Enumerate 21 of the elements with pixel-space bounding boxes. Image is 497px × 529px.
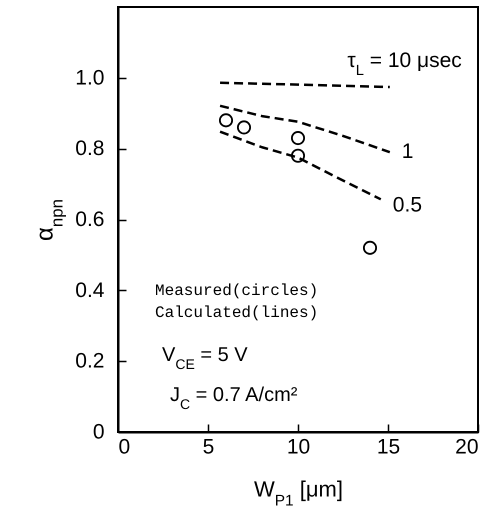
annotation: V$_{CE}$ = 5 V: [162, 344, 248, 372]
y-tick-label: 0.8: [75, 137, 104, 160]
y-tick-label: 0: [92, 420, 104, 444]
x-tick-label: 0: [118, 436, 130, 458]
y-tick-label: 0.4: [75, 278, 105, 302]
line-series: [218, 130, 382, 201]
series-label: τ$_{L}$ = 10 μsec: [347, 49, 462, 80]
annotation: J$_{C}$ = 0.7 A/cm²: [170, 384, 298, 412]
y-tick-label: 1.0: [75, 66, 104, 90]
annotation: Measured(circles): [155, 282, 318, 300]
y-tick-label: 0.6: [75, 208, 104, 231]
line-series: [218, 104, 392, 154]
series-label: 1: [402, 140, 414, 164]
x-tick-label: 20: [455, 436, 478, 458]
series-label: 0.5: [392, 193, 422, 216]
y-tick-label: 0.2: [75, 350, 104, 373]
annotation: Calculated(lines): [155, 304, 318, 322]
x-tick-label: 15: [376, 436, 400, 458]
x-tick-label: 10: [286, 436, 310, 458]
x-tick-label: 5: [202, 436, 214, 458]
x-axis-title: W$_{P1}$ [μm]: [254, 476, 343, 509]
